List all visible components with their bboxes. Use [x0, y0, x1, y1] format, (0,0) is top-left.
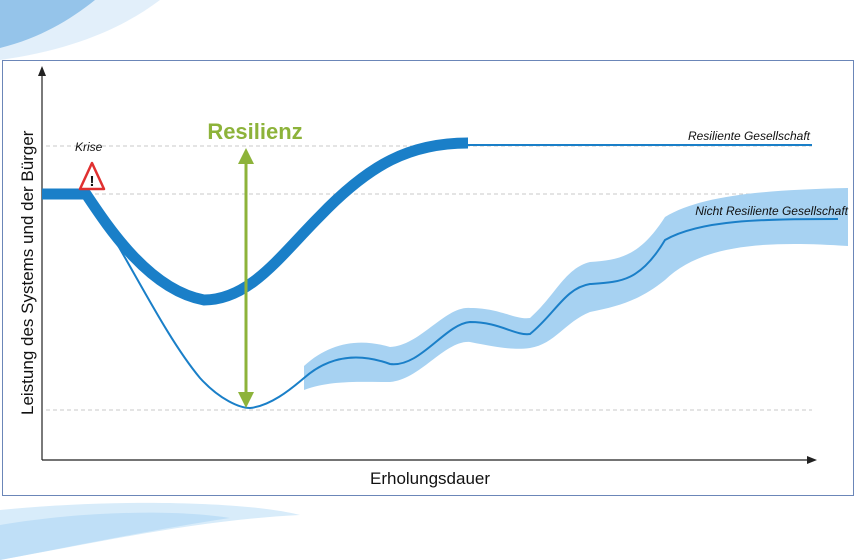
- diagram-panel: [2, 60, 854, 496]
- resilience-title: Resilienz: [207, 119, 302, 144]
- resilient-series-label: Resiliente Gesellschaft: [688, 129, 811, 143]
- resilience-arrow-head-up: [238, 148, 254, 164]
- crisis-label: Krise: [75, 140, 103, 154]
- warning-triangle-icon: !: [78, 161, 106, 191]
- x-axis-label: Erholungsdauer: [369, 469, 491, 488]
- swoosh-bottom-mid: [0, 512, 230, 560]
- resilience-arrow-head-down: [238, 392, 254, 408]
- x-axis-arrowhead: [807, 456, 817, 464]
- y-axis-label: Leistung des Systems und der Bürger: [18, 130, 37, 415]
- nonresilient-curve: [84, 193, 839, 410]
- resilient-curve-thick: [42, 137, 469, 306]
- y-axis-arrowhead: [38, 66, 46, 76]
- warning-symbol: !: [90, 173, 95, 190]
- swoosh-top-light: [0, 0, 160, 60]
- nonresilient-series-label: Nicht Resiliente Gesellschaft: [695, 204, 848, 218]
